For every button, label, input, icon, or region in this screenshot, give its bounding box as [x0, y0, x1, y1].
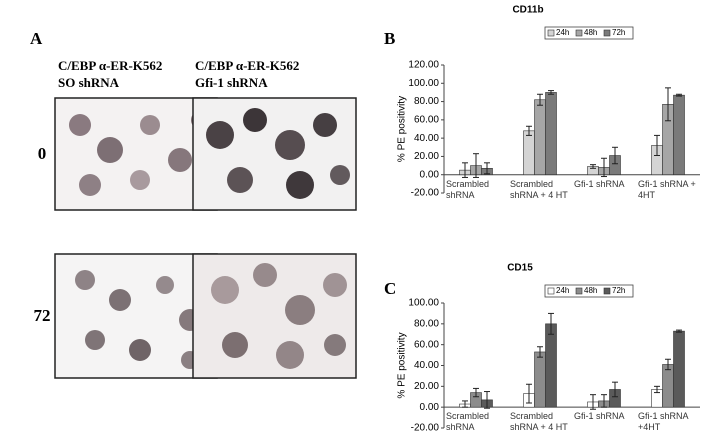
error-bar [676, 329, 682, 333]
x-tick-label-box: Scrambled shRNA [446, 411, 490, 433]
y-tick-label: 20.00 [414, 151, 439, 162]
y-axis-label: % PE positivity [397, 332, 408, 398]
legend-swatch [575, 29, 583, 37]
y-tick-label: 100.00 [408, 298, 439, 309]
legend-label: 24h [556, 28, 569, 37]
panel-label: A [30, 29, 43, 48]
y-axis-label: % PE positivity [397, 96, 408, 162]
error-bar [526, 383, 532, 404]
column-header: C/EBP α-ER-K562 [195, 58, 299, 73]
column-header: Gfi-1 shRNA [195, 75, 268, 90]
y-tick-label: 60.00 [414, 339, 439, 350]
error-bar [590, 164, 596, 169]
x-tick-label: Scrambled shRNA + 4 HT [510, 411, 568, 433]
bar [673, 330, 685, 408]
error-bar [473, 387, 479, 398]
y-tick-label: 60.00 [414, 114, 439, 125]
legend-label: 72h [612, 28, 625, 37]
bar [673, 94, 685, 176]
x-tick-label: Gfi-1 shRNA + 4HT [638, 178, 696, 200]
y-tick-label: 120.00 [408, 60, 439, 71]
error-bar [537, 346, 543, 358]
legend-label: 48h [584, 286, 597, 295]
y-tick-label: 80.00 [414, 96, 439, 107]
x-tick-label: Gfi-1 shRNA +4HT [638, 411, 689, 433]
y-tick-label: 0.00 [420, 402, 440, 413]
x-tick-label: Scrambled shRNA [446, 411, 490, 433]
legend-label: 72h [612, 286, 625, 295]
column-header: C/EBP α-ER-K562 [58, 58, 162, 73]
chart-title: CD11b [512, 5, 543, 16]
y-tick-label: 80.00 [414, 318, 439, 329]
error-bar [590, 394, 596, 410]
micrograph [192, 97, 357, 211]
bar [534, 99, 546, 176]
micrograph [54, 97, 218, 211]
chart-title: CD15 [507, 263, 533, 274]
column-header: SO shRNA [58, 75, 120, 90]
error-bar [654, 385, 660, 394]
x-tick-label: Gfi-1 shRNA [574, 178, 625, 189]
error-bar [601, 394, 607, 408]
legend-box [544, 284, 634, 298]
x-tick-label-box: Gfi-1 shRNA [574, 178, 625, 189]
x-tick-label: Gfi-1 shRNA [574, 411, 625, 422]
legend-swatch [603, 29, 611, 37]
error-bar [601, 157, 607, 178]
error-bar [537, 93, 543, 106]
x-tick-label: Scrambled shRNA + 4 HT [510, 178, 568, 200]
x-tick-label-box: Scrambled shRNA [446, 178, 490, 200]
error-bar [612, 381, 618, 398]
error-bar [676, 93, 682, 97]
legend-swatch [603, 287, 611, 295]
bar [545, 323, 557, 408]
bar [523, 130, 535, 176]
y-tick-label: 0.00 [420, 169, 440, 180]
x-tick-label-box: Gfi-1 shRNA + 4HT [638, 178, 696, 200]
error-bar [484, 162, 490, 175]
legend-box [544, 26, 634, 40]
bar [662, 364, 674, 408]
panel-label: B [384, 29, 395, 48]
error-bar [462, 400, 468, 408]
y-tick-label: -20.00 [411, 423, 440, 434]
row-label: 72 [34, 306, 51, 325]
error-bar [654, 134, 660, 157]
y-tick-label: 40.00 [414, 133, 439, 144]
error-bar [548, 90, 554, 95]
y-tick-label: 20.00 [414, 381, 439, 392]
y-tick-label: 40.00 [414, 360, 439, 371]
error-bar [665, 358, 671, 371]
error-bar [484, 391, 490, 409]
row-label: 0 [38, 144, 47, 163]
x-tick-label-box: Gfi-1 shRNA [574, 411, 625, 422]
legend-swatch [575, 287, 583, 295]
x-tick-label-box: Gfi-1 shRNA +4HT [638, 411, 689, 433]
bar [534, 351, 546, 408]
error-bar [548, 312, 554, 335]
micrograph [192, 253, 357, 379]
x-tick-label-box: Scrambled shRNA + 4 HT [510, 411, 568, 433]
x-tick-label: Scrambled shRNA [446, 178, 490, 200]
legend-label: 48h [584, 28, 597, 37]
bar [545, 92, 557, 176]
legend-swatch [547, 287, 555, 295]
error-bar [612, 146, 618, 165]
panel-label: C [384, 279, 396, 298]
y-tick-label: 100.00 [408, 78, 439, 89]
micrograph [54, 253, 218, 379]
error-bar [665, 87, 671, 122]
y-tick-label: -20.00 [411, 188, 440, 199]
error-bar [526, 125, 532, 136]
legend-swatch [547, 29, 555, 37]
error-bar [473, 153, 479, 178]
legend-label: 24h [556, 286, 569, 295]
x-tick-label-box: Scrambled shRNA + 4 HT [510, 178, 568, 200]
error-bar [462, 162, 468, 178]
